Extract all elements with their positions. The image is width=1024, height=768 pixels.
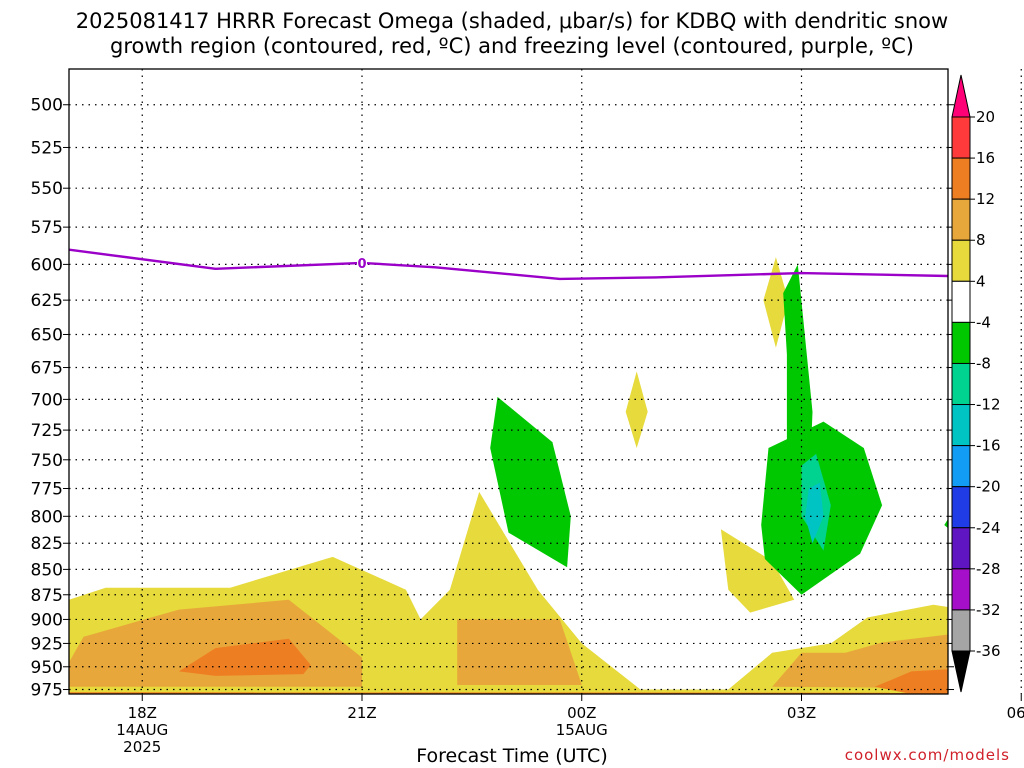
colorbar-swatch bbox=[951, 116, 971, 159]
colorbar-label: -32 bbox=[976, 601, 1001, 619]
colorbar-label: -4 bbox=[976, 313, 991, 331]
freezing-level-label: 0 bbox=[1017, 279, 1024, 294]
colorbar-swatch bbox=[951, 568, 971, 611]
watermark-link[interactable]: coolwx.com/models bbox=[844, 746, 1010, 764]
freezing-label-bg bbox=[1016, 277, 1024, 292]
y-tick-label: 900 bbox=[31, 610, 63, 630]
y-tick-label: 725 bbox=[31, 421, 63, 441]
colorbar-label: 12 bbox=[976, 190, 995, 208]
y-tick-label: 950 bbox=[31, 658, 63, 678]
y-tick-label: 600 bbox=[31, 255, 63, 275]
plot-border bbox=[68, 68, 949, 695]
colorbar-label: -20 bbox=[976, 478, 1001, 496]
colorbar-label: -28 bbox=[976, 560, 1001, 578]
grid-lines bbox=[69, 69, 1022, 694]
x-tick-label: 03Z bbox=[787, 704, 816, 722]
y-tick-label: 700 bbox=[31, 390, 63, 410]
omega-region-11 bbox=[69, 692, 948, 694]
omega-region-2 bbox=[763, 257, 789, 348]
omega-region-20 bbox=[805, 482, 824, 544]
omega-region-8 bbox=[874, 669, 948, 694]
x-tick-label: 00Z 15AUG bbox=[556, 704, 608, 739]
y-tick-label: 800 bbox=[31, 507, 63, 527]
y-tick-label: 850 bbox=[31, 560, 63, 580]
y-tick-label: 975 bbox=[31, 681, 63, 701]
chart-title-line-2: growth region (contoured, red, ºC) and f… bbox=[110, 34, 914, 58]
colorbar-swatch bbox=[951, 527, 971, 570]
colorbar-swatch bbox=[951, 157, 971, 200]
freezing-level-contour: 00 bbox=[69, 248, 1024, 294]
colorbar-swatch bbox=[951, 280, 971, 323]
y-tick-label: 875 bbox=[31, 586, 63, 606]
y-tick-label: 675 bbox=[31, 359, 63, 379]
x-tick-label: 06Z bbox=[1007, 704, 1024, 722]
colorbar-swatch bbox=[951, 445, 971, 488]
freezing-level-line bbox=[69, 248, 948, 281]
x-tick-label: 21Z bbox=[347, 704, 376, 722]
colorbar-label: -36 bbox=[976, 642, 1001, 660]
colorbar-label: 16 bbox=[976, 149, 995, 167]
freezing-level-label: 0 bbox=[357, 257, 366, 272]
plot-frame bbox=[68, 68, 949, 695]
y-tick-label: 525 bbox=[31, 138, 63, 158]
y-tick-label: 550 bbox=[31, 179, 63, 199]
y-tick-label: 650 bbox=[31, 325, 63, 345]
y-tick-label: 775 bbox=[31, 479, 63, 499]
colorbar-label: 8 bbox=[976, 231, 986, 249]
colorbar-label: 4 bbox=[976, 272, 986, 290]
colorbar: 20 16 12 8 4 -4 -8 -12 -16 -20 -24 -28 -32 -36 bbox=[951, 74, 1001, 693]
colorbar-swatch bbox=[951, 609, 971, 652]
chart-title-line-1: 2025081417 HRRR Forecast Omega (shaded, … bbox=[75, 9, 949, 33]
colorbar-label: -12 bbox=[976, 396, 1001, 414]
colorbar-swatch bbox=[951, 239, 971, 282]
colorbar-bottom-arrow bbox=[951, 650, 971, 693]
omega-region-1 bbox=[720, 529, 795, 613]
colorbar-swatch bbox=[951, 362, 971, 406]
x-axis: 18Z14AUG202521Z00Z15AUG03Z06Z09Z bbox=[116, 694, 1024, 756]
y-axis: 500 525 550 575 600 625 650 675 700 725 750 775 800 8… bbox=[31, 96, 954, 701]
y-tick-label: 825 bbox=[31, 534, 63, 554]
x-axis-title: Forecast Time (UTC) bbox=[416, 745, 608, 767]
y-tick-label: 500 bbox=[31, 96, 63, 116]
y-tick-label: 925 bbox=[31, 634, 63, 654]
colorbar-swatch bbox=[951, 486, 971, 529]
colorbar-top-arrow bbox=[951, 74, 971, 118]
colorbar-swatch bbox=[951, 404, 971, 447]
colorbar-label: -24 bbox=[976, 519, 1001, 537]
x-tick-label: 18Z 14AUG 2025 bbox=[116, 704, 168, 756]
omega-region-3 bbox=[625, 371, 648, 448]
colorbar-label: 20 bbox=[976, 108, 995, 126]
colorbar-swatch bbox=[951, 198, 971, 241]
colorbar-swatch bbox=[951, 321, 971, 364]
colorbar-label: -8 bbox=[976, 354, 991, 372]
omega-region-12 bbox=[490, 396, 571, 568]
y-tick-label: 625 bbox=[31, 291, 63, 311]
y-tick-label: 575 bbox=[31, 218, 63, 238]
y-tick-label: 750 bbox=[31, 451, 63, 471]
omega-region-5 bbox=[457, 619, 582, 685]
omega-shading bbox=[69, 257, 948, 694]
colorbar-label: -16 bbox=[976, 437, 1001, 455]
omega-region-15 bbox=[944, 518, 948, 529]
freezing-label-bg bbox=[357, 254, 367, 270]
